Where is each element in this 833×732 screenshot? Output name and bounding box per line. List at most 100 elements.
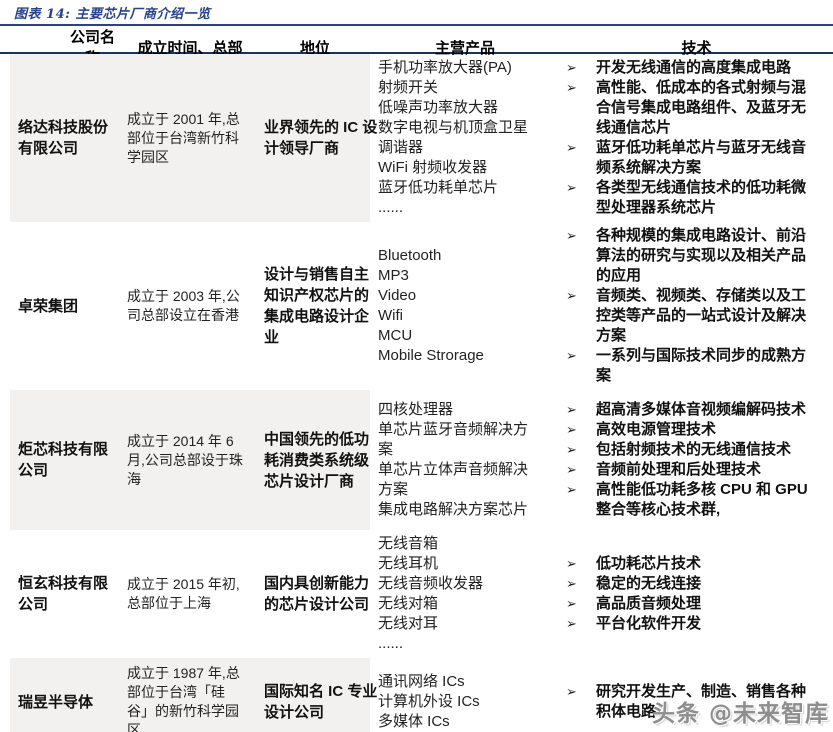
tech-item: ➢ 高品质音频处理	[566, 594, 833, 614]
tech-item: ➢ 蓝牙低功耗单芯片与蓝牙无线音频系统解决方案	[566, 138, 833, 178]
company-name: 炬芯科技有限公司	[18, 441, 109, 479]
product-item: WiFi 射频收发器	[378, 159, 488, 176]
position-cell: 国际知名 IC 专业设计公司	[260, 658, 377, 732]
arrow-bullet-icon: ➢	[566, 684, 577, 699]
arrow-bullet-icon: ➢	[566, 228, 577, 243]
product-item: 单芯片蓝牙音频解决方案	[378, 421, 529, 458]
product-item: 低噪声功率放大器	[378, 99, 499, 116]
tech-text: 低功耗芯片技术	[596, 555, 702, 572]
column-header-products: 主营产品	[434, 39, 495, 57]
product-item: 无线对耳	[378, 615, 439, 632]
watermark: 头条 @未来智库	[651, 701, 829, 727]
tech-text: 音频前处理和后处理技术	[596, 461, 762, 478]
company-name: 络达科技股份有限公司	[18, 119, 109, 157]
arrow-bullet-icon: ➢	[566, 80, 577, 95]
tech-item: ➢ 一系列与国际技术同步的成熟方案	[566, 346, 833, 386]
company-cell: 瑞昱半导体	[10, 658, 120, 732]
tech-text: 高品质音频处理	[596, 595, 702, 612]
arrow-bullet-icon: ➢	[566, 180, 577, 195]
company-cell: 络达科技股份有限公司	[10, 54, 120, 222]
founded-cell: 成立于 1987 年,总部位于台湾「硅谷」的新竹科学园区	[120, 658, 260, 732]
table-row: 炬芯科技有限公司 成立于 2014 年 6 月,公司总部设于珠海 中国领先的低功耗消…	[0, 390, 833, 530]
tech-text: 超高清多媒体音视频编解码技术	[596, 401, 807, 418]
products-cell: Bluetooth MP3 Video Wifi MCU Mobile Strorage	[370, 222, 560, 390]
tech-text: 蓝牙低功耗单芯片与蓝牙无线音频系统解决方案	[596, 139, 807, 176]
product-item: Wifi	[378, 307, 403, 324]
tech-item: ➢ 各种规模的集成电路设计、前沿算法的研究与实现以及相关产品的应用	[566, 226, 833, 286]
product-item: 无线对箱	[378, 595, 439, 612]
tech-item: ➢ 低功耗芯片技术	[566, 554, 833, 574]
row-left-margin	[0, 658, 10, 732]
technology-cell: ➢ 开发无线通信的高度集成电路 ➢ 高性能、低成本的各式射频与混合信号集成电路组件、及…	[560, 54, 833, 222]
tech-item: ➢ 各类型无线通信技术的低功耗微型处理器系统芯片	[566, 178, 833, 218]
founded-text: 成立于 1987 年,总部位于台湾「硅谷」的新竹科学园区	[127, 665, 240, 732]
products-cell: 手机功率放大器(PA) 射频开关低噪声功率放大器数字电视与机顶盒卫星调谐器 WiFi…	[370, 54, 560, 222]
product-item: 手机功率放大器(PA)	[378, 59, 512, 76]
tech-text: 各种规模的集成电路设计、前沿算法的研究与实现以及相关产品的应用	[596, 227, 807, 284]
column-header-technology: 技术	[681, 39, 712, 57]
product-item: MP3	[378, 267, 409, 284]
product-item: 射频开关	[378, 79, 439, 96]
tech-text: 开发无线通信的高度集成电路	[596, 59, 792, 76]
founded-cell: 成立于 2014 年 6 月,公司总部设于珠海	[120, 390, 260, 530]
products-cell: 无线音箱 无线耳机 无线音频收发器 无线对箱 无线对耳......	[370, 530, 560, 658]
technology-cell: ➢ 研究开发生产、制造、销售各种积体电路	[560, 658, 833, 732]
product-item: 集成电路解决方案芯片	[378, 501, 529, 518]
position-text: 国内具创新能力的芯片设计公司	[264, 575, 370, 613]
company-name: 瑞昱半导体	[18, 693, 94, 711]
product-item: 无线耳机	[378, 555, 439, 572]
arrow-bullet-icon: ➢	[566, 348, 577, 363]
row-left-margin	[0, 390, 10, 530]
position-text: 国际知名 IC 专业设计公司	[264, 683, 378, 721]
tech-text: 包括射频技术的无线通信技术	[596, 441, 792, 458]
arrow-bullet-icon: ➢	[566, 442, 577, 457]
tech-text: 高效电源管理技术	[596, 421, 717, 438]
company-name: 卓荣集团	[18, 297, 79, 315]
position-text: 中国领先的低功耗消费类系统级芯片设计厂商	[264, 430, 370, 490]
arrow-bullet-icon: ➢	[566, 140, 577, 155]
position-cell: 设计与销售自主知识产权芯片的集成电路设计企业	[260, 222, 370, 390]
tech-item: ➢ 超高清多媒体音视频编解码技术	[566, 400, 833, 420]
product-item: 多媒体 ICs	[378, 713, 450, 730]
arrow-bullet-icon: ➢	[566, 596, 577, 611]
position-cell: 国内具创新能力的芯片设计公司	[260, 530, 370, 658]
table-header-row: 公司名称 成立时间、总部 地位 主营产品 技术	[0, 26, 833, 67]
table-row: 瑞昱半导体 成立于 1987 年,总部位于台湾「硅谷」的新竹科学园区 国际知名 IC…	[0, 658, 833, 732]
product-item: 数字电视与机顶盒卫星调谐器	[378, 119, 529, 156]
arrow-bullet-icon: ➢	[566, 576, 577, 591]
tech-text: 研究开发生产、制造、销售各种积体电路	[596, 683, 807, 720]
product-item: ......	[378, 635, 404, 652]
tech-item: ➢ 高效电源管理技术	[566, 420, 833, 440]
technology-cell: ➢ 超高清多媒体音视频编解码技术 ➢ 高效电源管理技术 ➢ 包括射频技术的无线通信技术 ➢ 音…	[560, 390, 833, 530]
tech-text: 高性能、低成本的各式射频与混合信号集成电路组件、及蓝牙无线通信芯片	[596, 79, 807, 136]
product-item: 蓝牙低功耗单芯片	[378, 179, 499, 196]
column-header-founded: 成立时间、总部	[137, 39, 243, 57]
founded-cell: 成立于 2001 年,总部位于台湾新竹科学园区	[120, 54, 260, 222]
tech-item: ➢ 高性能、低成本的各式射频与混合信号集成电路组件、及蓝牙无线通信芯片	[566, 78, 833, 138]
product-item: 四核处理器	[378, 401, 454, 418]
tech-text: 一系列与国际技术同步的成熟方案	[596, 347, 807, 384]
tech-item: ➢ 包括射频技术的无线通信技术	[566, 440, 833, 460]
company-cell: 炬芯科技有限公司	[10, 390, 120, 530]
position-cell: 业界领先的 IC 设计领导厂商	[260, 54, 377, 222]
tech-text: 各类型无线通信技术的低功耗微型处理器系统芯片	[596, 179, 807, 216]
founded-text: 成立于 2001 年,总部位于台湾新竹科学园区	[127, 110, 240, 165]
product-item: Bluetooth	[378, 247, 442, 264]
arrow-bullet-icon: ➢	[566, 422, 577, 437]
table-body: 络达科技股份有限公司 成立于 2001 年,总部位于台湾新竹科学园区 业界领先的 I…	[0, 54, 833, 732]
tech-text: 音频类、视频类、存储类以及工控类等产品的一站式设计及解决方案	[596, 287, 807, 344]
company-name: 恒玄科技有限公司	[18, 575, 109, 613]
tech-text: 稳定的无线连接	[596, 575, 702, 592]
tech-item: ➢ 平台化软件开发	[566, 614, 833, 634]
technology-cell: ➢ 各种规模的集成电路设计、前沿算法的研究与实现以及相关产品的应用 ➢ 音频类、视频类…	[560, 222, 833, 390]
table-row: 恒玄科技有限公司 成立于 2015 年初,总部位于上海 国内具创新能力的芯片设计公司…	[0, 530, 833, 658]
product-item: 单芯片立体声音频解决方案	[378, 461, 529, 498]
row-left-margin	[0, 530, 10, 658]
founded-text: 成立于 2003 年,公司总部设立在香港	[127, 288, 240, 323]
caption-bar: 图表 14: 主要芯片厂商介绍一览	[0, 0, 833, 26]
technology-cell: ➢ 低功耗芯片技术 ➢ 稳定的无线连接 ➢ 高品质音频处理 ➢ 平台化软件开发	[560, 530, 833, 658]
tech-item: ➢ 音频类、视频类、存储类以及工控类等产品的一站式设计及解决方案	[566, 286, 833, 346]
arrow-bullet-icon: ➢	[566, 60, 577, 75]
founded-text: 成立于 2014 年 6 月,公司总部设于珠海	[127, 432, 243, 487]
company-cell: 卓荣集团	[10, 222, 120, 390]
